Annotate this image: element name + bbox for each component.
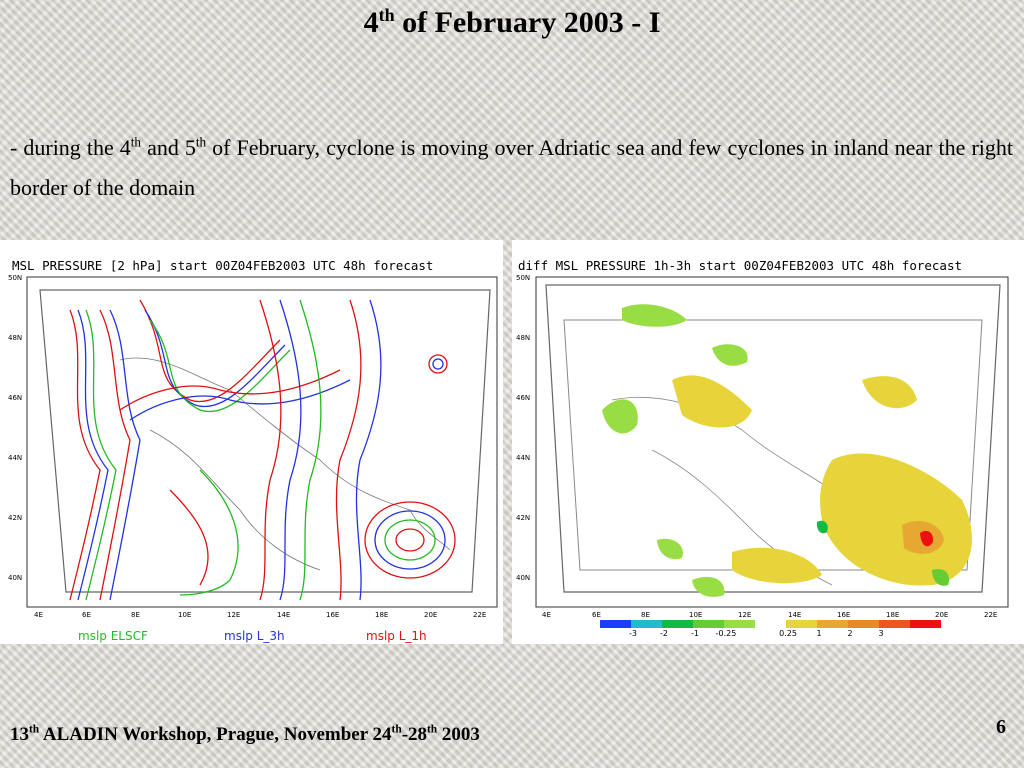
lon-label: 22E <box>984 611 997 619</box>
lon-label: 20E <box>424 611 437 619</box>
colorbar-swatch <box>724 620 755 628</box>
map-legend: mslp ELSCF mslp L_3h mslp L_1h <box>78 629 427 643</box>
footer-part: ALADIN Workshop, Prague, November 24 <box>39 724 392 745</box>
right-map-title: diff MSL PRESSURE 1h-3h start 00Z04FEB20… <box>518 258 962 273</box>
lon-label: 14E <box>277 611 290 619</box>
lat-label: 40N <box>516 574 530 582</box>
lon-labels: 4E 6E 8E 10E 12E 14E 16E 18E 20E 22E <box>542 611 997 619</box>
lon-label: 4E <box>34 611 43 619</box>
colorbar-label: 1 <box>816 629 821 638</box>
legend-item-l1h: mslp L_1h <box>366 629 427 643</box>
left-map: MSL PRESSURE [2 hPa] start 00Z04FEB2003 … <box>8 258 498 643</box>
colorbar-swatch <box>631 620 662 628</box>
inner-border <box>563 319 983 571</box>
legend-item-l3h: mslp L_3h <box>224 629 285 643</box>
title-sup: th <box>378 5 395 25</box>
footer-sup: th <box>391 723 402 736</box>
lat-label: 48N <box>516 334 530 342</box>
lat-label: 46N <box>8 394 22 402</box>
lon-label: 12E <box>738 611 751 619</box>
colorbar-swatch <box>600 620 631 628</box>
legend-item-elscf: mslp ELSCF <box>78 629 148 643</box>
left-map-frame <box>26 276 498 608</box>
lat-label: 48N <box>8 334 22 342</box>
lat-label: 42N <box>516 514 530 522</box>
colorbar-swatch <box>693 620 724 628</box>
para-part: - during the 4 <box>10 135 131 160</box>
lon-label: 8E <box>641 611 650 619</box>
colorbar-label: 2 <box>847 629 852 638</box>
colorbar-swatch <box>755 620 786 628</box>
lon-labels: 4E 6E 8E 10E 12E 14E 16E 18E 20E 22E <box>34 611 486 619</box>
para-part: and 5 <box>141 135 196 160</box>
colorbar-swatch <box>848 620 879 628</box>
lat-label: 46N <box>516 394 530 402</box>
isobars <box>69 299 456 601</box>
slide-footer: 13th ALADIN Workshop, Prague, November 2… <box>10 724 480 746</box>
slide-paragraph: - during the 4th and 5th of February, cy… <box>10 128 1013 208</box>
lat-labels: 50N 48N 46N 44N 42N 40N <box>516 274 530 582</box>
lon-label: 14E <box>788 611 801 619</box>
footer-sup: th <box>427 723 438 736</box>
colorbar-swatch <box>786 620 817 628</box>
footer-sup: th <box>29 723 40 736</box>
colorbar-labels: -3 -2 -1 -0.25 0.25 1 2 3 <box>629 629 884 638</box>
colorbar-label: -2 <box>660 629 668 638</box>
anomaly-field <box>602 304 972 597</box>
lon-label: 18E <box>886 611 899 619</box>
lon-label: 20E <box>935 611 948 619</box>
colorbar <box>600 620 941 628</box>
coastline <box>119 357 451 551</box>
lon-label: 16E <box>326 611 339 619</box>
footer-part: 13 <box>10 724 29 745</box>
coastline <box>149 429 321 571</box>
title-rest: of February 2003 - I <box>394 6 661 39</box>
lat-label: 44N <box>8 454 22 462</box>
lon-label: 18E <box>375 611 388 619</box>
footer-part: 2003 <box>437 724 480 745</box>
left-map-panel: MSL PRESSURE [2 hPa] start 00Z04FEB2003 … <box>0 240 503 644</box>
lon-label: 10E <box>689 611 702 619</box>
lat-labels: 50N 48N 46N 44N 42N 40N <box>8 274 22 582</box>
right-map: diff MSL PRESSURE 1h-3h start 00Z04FEB20… <box>516 258 1009 638</box>
colorbar-label: 0.25 <box>779 629 797 638</box>
slide-title: 4th of February 2003 - I <box>0 6 1024 40</box>
para-sup: th <box>195 134 207 150</box>
lon-label: 12E <box>227 611 240 619</box>
lat-label: 40N <box>8 574 22 582</box>
lat-label: 50N <box>516 274 530 282</box>
colorbar-swatch <box>662 620 693 628</box>
footer-part: -28 <box>401 724 428 745</box>
right-map-panel: diff MSL PRESSURE 1h-3h start 00Z04FEB20… <box>512 240 1024 644</box>
lat-label: 42N <box>8 514 22 522</box>
colorbar-swatch <box>879 620 910 628</box>
colorbar-swatch <box>817 620 848 628</box>
lon-label: 6E <box>592 611 601 619</box>
colorbar-label: -3 <box>629 629 637 638</box>
projection-border <box>545 284 1001 593</box>
colorbar-label: -1 <box>691 629 699 638</box>
lat-label: 50N <box>8 274 22 282</box>
lon-label: 6E <box>82 611 91 619</box>
colorbar-swatch <box>910 620 941 628</box>
page-number: 6 <box>996 716 1006 738</box>
lon-label: 8E <box>131 611 140 619</box>
colorbar-label: -0.25 <box>716 629 737 638</box>
lat-label: 44N <box>516 454 530 462</box>
left-map-title: MSL PRESSURE [2 hPa] start 00Z04FEB2003 … <box>12 258 433 273</box>
lon-label: 4E <box>542 611 551 619</box>
para-sup: th <box>130 134 142 150</box>
title-text: 4 <box>363 6 379 39</box>
lon-label: 10E <box>178 611 191 619</box>
projection-border <box>39 289 491 593</box>
lon-label: 16E <box>837 611 850 619</box>
lon-label: 22E <box>473 611 486 619</box>
colorbar-label: 3 <box>878 629 883 638</box>
para-part: of February, cyclone is moving over Adri… <box>10 135 1013 200</box>
